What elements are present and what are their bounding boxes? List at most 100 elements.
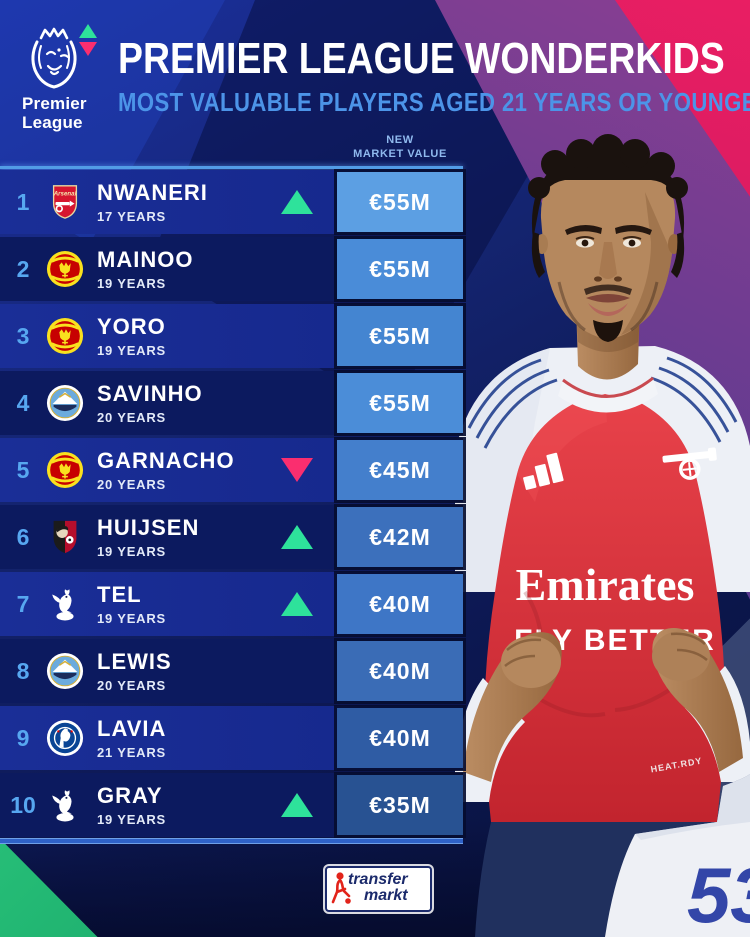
arsenal-cannon-motif [662, 447, 717, 480]
rank: 1 [16, 188, 30, 215]
player-age: 17 YEARS [97, 209, 167, 224]
rank: 10 [10, 791, 36, 818]
man-utd-crest [46, 451, 84, 489]
market-value: €55M [369, 389, 431, 416]
table-row: 8 LEWIS 20 YEARS €40M [0, 639, 463, 703]
market-value-cell: €55M [337, 373, 463, 433]
brand-line1: Premier [22, 94, 87, 113]
market-value-cell: €55M [337, 172, 463, 232]
player-info: MAINOO 19 YEARS [97, 247, 193, 291]
table-row: 5 GARNACHO 20 YEARS €45M [0, 438, 463, 502]
market-value-cell: €42M [337, 507, 463, 567]
market-value-cell: €40M [337, 708, 463, 768]
market-value-cell: €45M [337, 440, 463, 500]
page-subtitle: MOST VALUABLE PLAYERS AGED 21 YEARS OR Y… [118, 87, 750, 117]
player-info: SAVINHO 20 YEARS [97, 381, 203, 425]
market-value: €55M [369, 255, 431, 282]
player-name: YORO [97, 314, 166, 339]
trend-indicator [281, 726, 313, 750]
arsenal-crest: Arsenal [46, 183, 84, 221]
player-age: 20 YEARS [97, 678, 167, 693]
man-utd-crest [46, 317, 84, 355]
rank: 3 [16, 322, 30, 349]
transfermarkt-kicker-icon [331, 872, 351, 904]
market-value: €42M [369, 523, 431, 550]
man-city-crest [46, 652, 84, 690]
table-top-border [0, 166, 463, 169]
trend-up-icon [79, 24, 97, 38]
player-age: 20 YEARS [97, 410, 167, 425]
trend-up-icon [281, 793, 313, 817]
trend-up-icon [281, 592, 313, 616]
player-info: GRAY 19 YEARS [97, 783, 166, 827]
value-header-line2: MARKET VALUE [353, 148, 447, 160]
market-value: €55M [369, 188, 431, 215]
man-city-crest [46, 384, 84, 422]
rank: 9 [16, 724, 30, 751]
player-info: HUIJSEN 19 YEARS [97, 515, 199, 559]
table-row: 10 GRAY 19 YEARS €35M [0, 773, 463, 837]
player-info: LAVIA 21 YEARS [97, 716, 166, 760]
value-header-line1: NEW [386, 134, 414, 146]
player-age: 19 YEARS [97, 544, 167, 559]
trend-indicator [281, 257, 313, 281]
trend-indicator [281, 793, 313, 817]
market-value-cell: €40M [337, 641, 463, 701]
player-info: TEL 19 YEARS [97, 582, 166, 626]
rank: 7 [16, 590, 30, 617]
player-info: NWANERI 17 YEARS [97, 180, 208, 224]
player-info: LEWIS 20 YEARS [97, 649, 172, 693]
premier-league-logo: Premier League [16, 26, 92, 132]
market-value: €45M [369, 456, 431, 483]
transfermarkt-logo: transfer markt [325, 866, 432, 912]
player-photo: Emirates FLY BETTER HEAT.RDY 53 [455, 134, 750, 937]
trend-up-icon [281, 190, 313, 214]
trend-legend [79, 24, 97, 56]
player-name: LEWIS [97, 649, 172, 674]
tottenham-crest [46, 585, 84, 623]
player-name: HUIJSEN [97, 515, 200, 540]
player-name: GRAY [97, 783, 163, 808]
tm-logo-line1: transfer [348, 871, 408, 888]
table-row: 1 Arsenal NWANERI 17 YEARS €55M [0, 170, 463, 234]
market-value-cell: €40M [337, 574, 463, 634]
table-bottom-border [0, 839, 463, 843]
player-name: GARNACHO [97, 448, 235, 473]
rank: 5 [16, 456, 30, 483]
svg-text:Arsenal: Arsenal [53, 190, 77, 197]
table-row: 2 MAINOO 19 YEARS €55M [0, 237, 463, 301]
tottenham-crest [46, 786, 84, 824]
trend-indicator [281, 525, 313, 549]
table-row: 3 YORO 19 YEARS €55M [0, 304, 463, 368]
trend-up-icon [281, 525, 313, 549]
player-name: TEL [97, 582, 142, 607]
table-row: 7 TEL 19 YEARS €40M [0, 572, 463, 636]
tm-logo-line2: markt [364, 887, 408, 904]
player-age: 19 YEARS [97, 611, 167, 626]
brand-line2: League [22, 113, 83, 132]
ranking-table-body: 1 Arsenal NWANERI 17 YEARS €55M 2 MAINOO… [0, 170, 463, 837]
trend-indicator [281, 190, 313, 214]
player-info: YORO 19 YEARS [97, 314, 166, 358]
player-name: SAVINHO [97, 381, 203, 406]
player-info: GARNACHO 20 YEARS [97, 448, 235, 492]
rank: 6 [16, 523, 30, 550]
premier-league-lion-icon [31, 27, 77, 89]
man-utd-crest [46, 250, 84, 288]
trend-indicator [281, 659, 313, 683]
player-age: 19 YEARS [97, 812, 167, 827]
player-age: 19 YEARS [97, 276, 167, 291]
player-name: LAVIA [97, 716, 167, 741]
trend-down-icon [79, 42, 97, 56]
shorts-number: 53 [687, 851, 750, 937]
trend-down-icon [281, 458, 313, 482]
shirt-sponsor-text: Emirates [516, 559, 695, 610]
player-name: NWANERI [97, 180, 208, 205]
value-column-header: NEW MARKET VALUE [337, 133, 463, 161]
market-value-cell: €35M [337, 775, 463, 835]
player-age: 21 YEARS [97, 745, 167, 760]
market-value: €40M [369, 590, 431, 617]
page-title: PREMIER LEAGUE WONDERKIDS [118, 34, 725, 83]
market-value: €35M [369, 791, 431, 818]
